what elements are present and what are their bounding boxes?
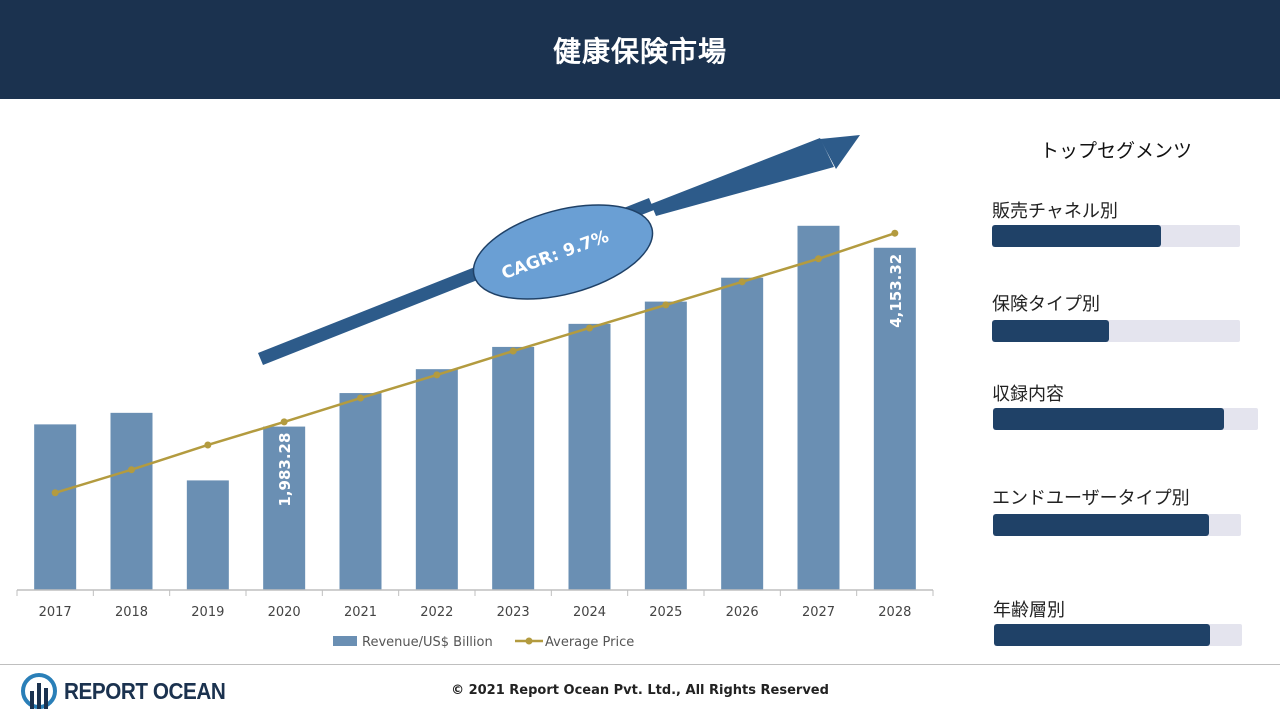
- footer-divider: [0, 664, 1280, 665]
- bar-2021: [339, 393, 382, 590]
- page-title: 健康保険市場: [552, 34, 727, 68]
- trend-arrow-head: [820, 135, 860, 169]
- top-segments-title: トップセグメンツ: [1040, 140, 1193, 162]
- data-label-2028: 4,153.32: [887, 254, 905, 328]
- x-tick-label-2020: 2020: [268, 605, 301, 620]
- bar-2026: [721, 277, 764, 590]
- revenue-chart: 2017 2018 2019 2020 2021 2022 2023 2024 2025 2026…: [16, 135, 934, 650]
- average-price-point-2019: [204, 441, 212, 449]
- average-price-point-2024: [586, 324, 593, 332]
- segment-track-coverage: [993, 408, 1258, 430]
- bar-2022: [415, 369, 458, 590]
- globe-icon: [21, 673, 57, 709]
- report-ocean-logo: REPORT OCEAN: [20, 671, 243, 711]
- x-tick-label-2024: 2024: [573, 605, 606, 620]
- average-price-point-2025: [662, 301, 670, 309]
- bar-2019: [186, 480, 229, 590]
- bar-2025: [644, 301, 687, 590]
- data-label-2020: 1,983.28: [276, 433, 294, 507]
- average-price-point-2022: [433, 371, 441, 379]
- bar-2023: [492, 346, 535, 590]
- legend-swatch-revenue: [333, 636, 357, 646]
- x-tick-label-2021: 2021: [344, 605, 377, 620]
- legend-label-revenue: Revenue/US$ Billion: [362, 635, 493, 650]
- x-tick-label-2022: 2022: [420, 605, 453, 620]
- x-tick-label-2028: 2028: [878, 605, 911, 620]
- legend-label-average-price: Average Price: [545, 635, 634, 650]
- average-price-point-2021: [357, 394, 364, 402]
- segment-track-age-group: [994, 624, 1242, 646]
- average-price-point-2020: [280, 418, 288, 426]
- average-price-point-2028: [891, 229, 899, 237]
- segment-bar-end-user-type: [993, 514, 1209, 536]
- x-tick-label-2025: 2025: [649, 605, 682, 620]
- segment-bar-sales-channel: [992, 225, 1161, 247]
- bar-2017: [34, 424, 77, 590]
- segment-label-age-group: 年齢層別: [993, 600, 1065, 621]
- bar-2020: [263, 426, 306, 590]
- bar-2027: [797, 225, 840, 590]
- segment-track-insurance-type: [992, 320, 1240, 342]
- x-tick-label-2023: 2023: [497, 605, 530, 620]
- segment-label-sales-channel: 販売チャネル別: [992, 201, 1118, 222]
- logo-text: REPORT OCEAN: [64, 677, 226, 704]
- x-tick-label-2017: 2017: [39, 605, 72, 620]
- cagr-ellipse: [472, 204, 654, 300]
- x-tick-label-2027: 2027: [802, 605, 835, 620]
- segment-bar-insurance-type: [992, 320, 1109, 342]
- legend-marker-average-price: [525, 637, 533, 645]
- segment-bar-age-group: [994, 624, 1210, 646]
- x-tick-label-2026: 2026: [726, 605, 759, 620]
- average-price-point-2026: [738, 278, 746, 286]
- header-bar: 健康保険市場: [0, 0, 1280, 99]
- average-price-point-2023: [509, 347, 517, 355]
- segment-label-insurance-type: 保険タイプ別: [992, 294, 1100, 315]
- segment-bar-coverage: [993, 408, 1224, 430]
- bar-2028: [873, 247, 916, 591]
- bar-2024: [568, 323, 611, 590]
- average-price-point-2027: [815, 255, 822, 263]
- average-price-point-2018: [128, 466, 135, 474]
- x-tick-label-2019: 2019: [191, 605, 224, 620]
- average-price-line: [54, 232, 896, 494]
- trend-arrow-shaft-upper: [651, 138, 834, 216]
- bar-2018: [110, 412, 153, 590]
- segment-label-coverage: 収録内容: [992, 384, 1064, 405]
- x-tick-label-2018: 2018: [115, 605, 148, 620]
- average-price-point-2017: [51, 489, 59, 497]
- copyright-text: © 2021 Report Ocean Pvt. Ltd., All Right…: [451, 683, 829, 698]
- segment-label-end-user-type: エンドユーザータイプ別: [992, 488, 1190, 509]
- segment-track-sales-channel: [992, 225, 1240, 247]
- segment-track-end-user-type: [993, 514, 1241, 536]
